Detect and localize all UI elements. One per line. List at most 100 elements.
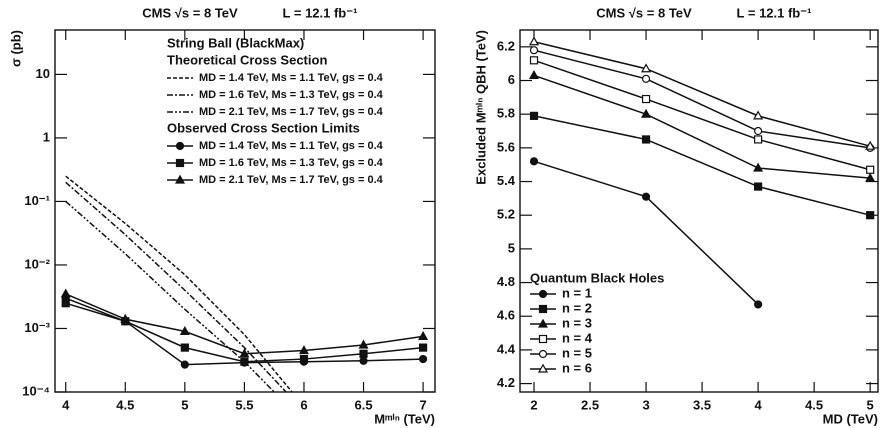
marker [754, 135, 763, 144]
marker [641, 63, 652, 73]
marker [180, 360, 189, 369]
x-tick-label: 2 [530, 397, 537, 412]
marker [641, 135, 651, 144]
plot-frame [519, 29, 879, 393]
legend-marker [538, 334, 548, 344]
marker [528, 70, 540, 80]
marker [418, 343, 428, 352]
y-tick-label: 4.6 [497, 308, 515, 323]
marker [529, 157, 539, 166]
x-tick-label: 3.5 [693, 397, 711, 412]
legend-marker [175, 158, 185, 168]
marker [754, 300, 763, 309]
marker [359, 356, 368, 365]
y-tick-label: 5.2 [497, 207, 515, 222]
y-axis-label: Excluded Mᵐⁱⁿ QBH (TeV) [473, 30, 488, 185]
x-tick-label: 4.5 [805, 397, 823, 412]
marker [179, 325, 190, 335]
legend-label: MD = 1.4 TeV, Ms = 1.1 TeV, gs = 0.4 [199, 140, 384, 152]
legend-group-title: Observed Cross Section Limits [167, 120, 360, 135]
y-tick-label: 5.8 [497, 106, 515, 121]
marker [754, 126, 763, 136]
y-axis-label: σ (pb) [8, 30, 23, 67]
marker [239, 348, 250, 358]
legend-label: n = 4 [562, 330, 593, 345]
series-line [65, 200, 275, 393]
series-line [533, 49, 871, 149]
plot-frame [54, 29, 436, 393]
series-line [533, 74, 871, 179]
marker [359, 349, 368, 358]
y-tick-label: 10 [36, 66, 50, 81]
marker [753, 110, 764, 120]
series-line [65, 293, 424, 355]
legend-title: String Ball (BlackMax) [167, 35, 304, 50]
x-axis-label: MD (TeV) [823, 411, 878, 426]
legend-group-title: Theoretical Cross Section [167, 52, 327, 67]
legend-label: n = 2 [562, 300, 592, 315]
legend-marker [538, 289, 548, 299]
x-tick-label: 2.5 [581, 397, 599, 412]
y-tick-label: 10⁻² [24, 256, 50, 271]
marker [866, 165, 875, 174]
series-line [533, 59, 871, 171]
x-tick-label: 5.5 [235, 397, 253, 412]
legend-marker [537, 318, 549, 328]
chart-title: CMS √s = 8 TeV [142, 5, 238, 20]
series-line [65, 181, 287, 393]
x-tick-label: 5 [181, 397, 188, 412]
marker [753, 162, 764, 172]
marker [299, 354, 309, 364]
legend-label: MD = 2.1 TeV, Ms = 1.7 TeV, gs = 0.4 [199, 174, 384, 186]
y-tick-label: 4.2 [497, 375, 515, 390]
x-tick-label: 6.5 [354, 397, 372, 412]
legend-title: Quantum Black Holes [530, 270, 664, 285]
marker [358, 339, 369, 349]
marker [754, 182, 763, 191]
marker [529, 56, 539, 65]
x-tick-label: 7 [419, 397, 426, 412]
marker [529, 46, 539, 55]
y-tick-label: 6.2 [497, 38, 515, 53]
y-tick-label: 1 [43, 129, 50, 144]
y-tick-label: 5.6 [497, 139, 515, 154]
x-tick-label: 5 [867, 397, 874, 412]
legend-label: MD = 2.1 TeV, Ms = 1.7 TeV, gs = 0.4 [199, 106, 384, 118]
marker [641, 108, 652, 118]
legend-marker [174, 174, 186, 184]
y-tick-label: 4.4 [497, 341, 516, 356]
series-line [65, 175, 293, 393]
x-tick-label: 4 [62, 397, 70, 412]
marker [529, 111, 539, 120]
legend-marker [537, 363, 549, 373]
series-line [533, 41, 871, 147]
y-tick-label: 10⁻⁴ [22, 383, 50, 398]
legend-marker [538, 349, 548, 359]
marker [641, 94, 651, 104]
marker [865, 140, 876, 150]
y-tick-label: 6 [508, 72, 515, 87]
x-tick-label: 6 [300, 397, 307, 412]
y-tick-label: 10⁻¹ [24, 193, 50, 208]
marker [641, 192, 651, 201]
series-line [533, 115, 871, 216]
marker [180, 343, 189, 352]
legend-label: n = 3 [562, 315, 592, 330]
x-tick-label: 3 [642, 397, 649, 412]
marker [418, 354, 428, 364]
marker [61, 299, 70, 308]
legend-label: MD = 1.4 TeV, Ms = 1.1 TeV, gs = 0.4 [199, 72, 384, 84]
marker [866, 211, 875, 220]
legend-label: n = 5 [562, 345, 592, 360]
marker [120, 313, 131, 323]
legend-marker [175, 141, 185, 151]
x-tick-label: 4.5 [116, 397, 134, 412]
chart-title: CMS √s = 8 TeV [596, 5, 692, 20]
y-tick-label: 5 [508, 240, 515, 255]
marker [865, 172, 876, 182]
x-tick-label: 4 [754, 397, 762, 412]
y-tick-label: 10⁻³ [24, 320, 50, 335]
y-tick-label: 4.8 [497, 274, 515, 289]
marker [528, 36, 540, 46]
